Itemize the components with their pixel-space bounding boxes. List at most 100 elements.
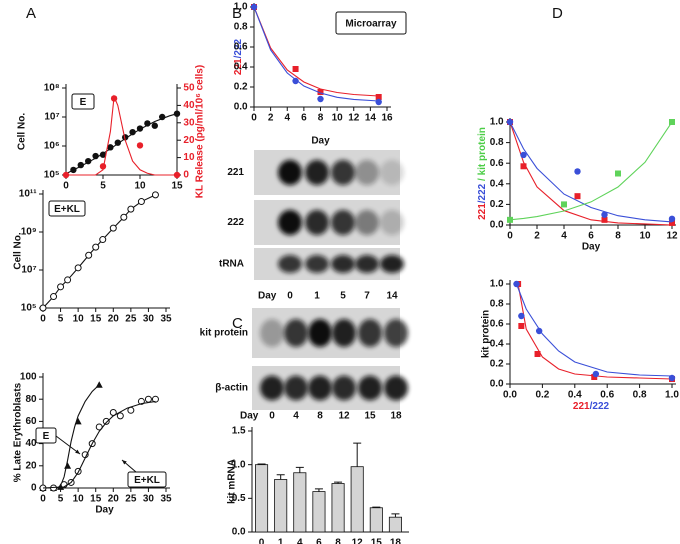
error-bar — [314, 488, 323, 492]
y-axis-label-part: 221 — [477, 203, 488, 220]
blot-band — [331, 255, 355, 273]
point — [534, 351, 541, 357]
point — [317, 95, 324, 103]
x-tick-label: 30 — [143, 314, 155, 325]
annotation: E — [80, 97, 87, 108]
x-axis-label-part: 222 — [592, 401, 609, 412]
y-tick-label: 0.8 — [490, 299, 504, 310]
y-tick-label: 0.8 — [234, 22, 248, 33]
x-tick-label: 6 — [588, 231, 594, 242]
y-tick-label: 0.0 — [490, 220, 504, 231]
point — [57, 283, 65, 291]
y-tick-label: 10⁵ — [21, 303, 37, 314]
y-tick-label: 10 — [183, 152, 195, 163]
x-tick-label: 0.4 — [568, 390, 582, 401]
x-tick-label: 6 — [316, 538, 322, 544]
blot-row-label: 221 — [227, 167, 244, 178]
fit-line — [43, 384, 100, 489]
y-tick-label: 10⁷ — [44, 112, 59, 123]
x-tick-label: 25 — [125, 494, 137, 505]
point — [151, 191, 159, 199]
point — [375, 94, 382, 100]
blot-band — [380, 159, 404, 186]
point — [518, 312, 525, 320]
blot-band — [308, 319, 332, 347]
x-axis-label: Day — [95, 505, 114, 516]
y-axis-label: Cell No. — [13, 232, 24, 269]
point — [74, 264, 82, 272]
point — [601, 216, 608, 223]
x-tick-label: 0 — [507, 231, 513, 242]
bar — [331, 483, 345, 533]
x-tick-label: 10 — [639, 231, 651, 242]
x-tick-label: 8 — [318, 113, 324, 124]
x-tick-label: 15 — [371, 538, 383, 544]
annotation-arrow — [55, 435, 81, 455]
point — [39, 304, 47, 312]
x-tick-label: 0.2 — [535, 390, 549, 401]
x-tick-label: 4 — [284, 113, 290, 124]
y-tick-label: 0.0 — [232, 527, 246, 538]
fit-line — [42, 400, 156, 489]
x-tick-label: 20 — [108, 494, 120, 505]
point — [109, 224, 117, 232]
y-tick-label: 1.5 — [232, 426, 246, 437]
bar — [388, 516, 402, 533]
bar — [369, 507, 383, 533]
x-tick-label: 35 — [160, 494, 172, 505]
y-tick-label: 0 — [31, 483, 37, 494]
x-axis-label-part: / — [590, 401, 593, 412]
point — [151, 395, 159, 403]
blot-lanes-label: Day — [258, 291, 277, 302]
blot-band — [332, 319, 356, 347]
blot-band — [278, 159, 302, 186]
x-tick-label: 16 — [381, 113, 393, 124]
blot-band — [305, 159, 329, 186]
blot-lane-label: 5 — [340, 291, 346, 302]
point — [518, 323, 525, 329]
y-tick-label: 0.5 — [232, 493, 246, 504]
blot-band — [358, 375, 382, 401]
y-tick-label: 60 — [25, 416, 37, 427]
point — [144, 395, 152, 403]
annotation: E+KL — [134, 475, 160, 486]
point — [116, 412, 124, 420]
x-tick-label: 14 — [365, 113, 377, 124]
x-tick-label: 10 — [73, 314, 85, 325]
y-tick-label: 0.0 — [490, 379, 504, 390]
y-tick-label: 0.4 — [490, 178, 504, 189]
point — [592, 370, 600, 378]
blot-band — [331, 209, 355, 236]
x-tick-label: 5 — [100, 181, 106, 192]
x-axis-label-part: 221 — [573, 401, 590, 412]
blot-lane-label: 1 — [314, 291, 320, 302]
y2-axis-label: KL Release (pg/ml/10⁶ cells) — [195, 65, 206, 198]
blot-lane-label: 12 — [338, 411, 350, 422]
error-bar — [276, 474, 285, 480]
annotation: E+KL — [54, 204, 80, 215]
blot-band — [355, 159, 379, 186]
y-tick-label: 10⁵ — [44, 170, 60, 181]
fit-line — [253, 6, 379, 97]
y-tick-label: 1.0 — [234, 2, 248, 13]
x-tick-label: 2 — [534, 231, 540, 242]
x-tick-label: 18 — [390, 538, 402, 544]
blot-lane-label: 0 — [269, 411, 275, 422]
y-tick-label: 0.0 — [234, 102, 248, 113]
x-axis-label: 221/222 — [573, 401, 610, 412]
y-tick-label: 0.4 — [490, 339, 504, 350]
y-tick-label: 1.0 — [490, 117, 504, 128]
y-tick-label: 10⁶ — [44, 141, 60, 152]
x-tick-label: 15 — [90, 494, 102, 505]
point — [535, 327, 543, 335]
x-tick-label: 0 — [259, 538, 265, 544]
y-tick-label: 80 — [25, 394, 37, 405]
x-tick-label: 15 — [171, 181, 183, 192]
blot-band — [380, 209, 404, 236]
blot-band — [284, 319, 308, 347]
y-tick-label: 0.2 — [490, 199, 504, 210]
y-tick-label: 40 — [183, 100, 195, 111]
x-tick-label: 8 — [615, 231, 621, 242]
point — [601, 211, 608, 218]
x-tick-label: 15 — [90, 314, 102, 325]
